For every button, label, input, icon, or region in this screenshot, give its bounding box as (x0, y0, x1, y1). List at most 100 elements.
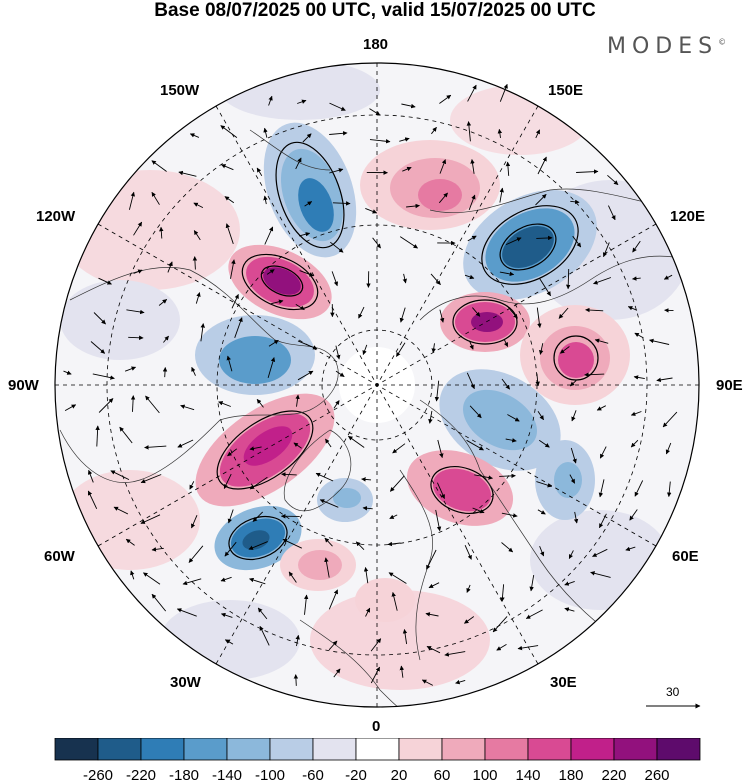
wind-vector (329, 131, 348, 136)
wind-vector (95, 425, 100, 447)
copyright-mark: © (718, 37, 727, 47)
wind-vector (536, 235, 553, 241)
wind-vector (87, 490, 98, 509)
wind-vector (324, 537, 333, 547)
wind-vector (200, 323, 205, 342)
colorbar-box (140, 738, 185, 761)
wind-vector (143, 572, 161, 585)
wind-vector (266, 269, 275, 275)
colorbar-box (484, 738, 529, 761)
anomaly-negative-100w (195, 315, 315, 395)
wind-vector (598, 513, 607, 529)
lon-label-60e: 60E (672, 548, 699, 565)
wind-vector (468, 194, 476, 211)
wind-vector (507, 414, 520, 422)
anomaly-positive-20e (355, 578, 415, 622)
wind-vector (439, 309, 445, 323)
wind-vector (130, 570, 135, 580)
wind-vector (431, 126, 437, 135)
modes-logo: MODES© (607, 34, 726, 59)
wind-vector (220, 125, 238, 138)
colorbar-tick-label: 60 (434, 767, 451, 783)
colorbar-tick-label: 220 (601, 767, 626, 783)
colorbar-box (54, 738, 99, 761)
wind-vector (133, 221, 143, 236)
lon-label-90w: 90W (8, 377, 39, 394)
wind-vector (402, 166, 412, 172)
wind-vector (426, 549, 437, 570)
wind-vector (439, 94, 452, 104)
wind-vector (455, 679, 466, 685)
wind-vector (358, 306, 365, 319)
colorbar-tick-label: -140 (212, 767, 242, 783)
wind-vector (249, 446, 262, 451)
anomaly-negative-40w (317, 478, 373, 522)
lon-label-30e: 30E (550, 674, 577, 691)
wind-vector (505, 237, 522, 246)
wind-vector (632, 276, 641, 281)
wind-vector (293, 442, 302, 449)
wind-vector (220, 164, 234, 171)
wind-vector (365, 207, 378, 214)
wind-vector (584, 372, 605, 377)
wind-vector (124, 366, 137, 372)
wind-vector (328, 589, 339, 610)
wind-vector (421, 679, 434, 686)
wind-vector (592, 548, 608, 557)
wind-vector (227, 448, 238, 457)
wind-vector (325, 438, 332, 448)
wind-vector (329, 102, 346, 111)
wind-vector (573, 511, 579, 524)
wind-vector (193, 202, 204, 209)
wind-vector (162, 367, 168, 378)
wind-vector (268, 95, 273, 106)
wind-vector (128, 335, 144, 340)
wind-vector (501, 378, 510, 390)
wind-vector (439, 159, 447, 174)
wind-vector (538, 439, 550, 448)
wind-vector (295, 634, 300, 647)
wind-vector (392, 443, 406, 454)
lon-label-120e: 120E (670, 208, 706, 225)
wind-vector (293, 674, 299, 686)
anomaly-positive-95e (520, 305, 630, 405)
wind-vector (517, 645, 539, 651)
wind-vector (426, 645, 441, 654)
wind-vector (535, 129, 541, 139)
wind-vector (263, 195, 268, 205)
wind-vector (93, 312, 106, 325)
wind-vector (570, 199, 580, 205)
lon-label-150e: 150E (548, 82, 584, 99)
wind-vector (593, 277, 612, 285)
wind-vector (607, 174, 619, 186)
wind-vector (259, 625, 270, 646)
wind-vector (369, 108, 381, 116)
wind-vector (538, 343, 544, 355)
colorbar-tick-label: -100 (255, 767, 285, 783)
wind-vector (362, 344, 368, 356)
wind-vector (438, 192, 448, 204)
wind-vector (399, 307, 406, 323)
lon-label-60w: 60W (44, 548, 75, 565)
colorbar-box (570, 738, 615, 761)
wind-vector (230, 259, 236, 279)
coastlines (59, 129, 691, 707)
wind-vector (332, 201, 351, 206)
wind-vector (430, 273, 441, 286)
wind-vector (335, 345, 341, 360)
wind-vector (564, 580, 575, 586)
wind-vector (297, 99, 307, 104)
wind-vector (315, 472, 334, 482)
wind-vector (144, 445, 167, 450)
wind-vector (389, 475, 405, 492)
wind-vector (248, 541, 268, 550)
wind-vector (596, 405, 607, 411)
wind-vector (474, 474, 493, 480)
wind-vector (525, 609, 543, 619)
colorbar-tick-label: 180 (558, 767, 583, 783)
wind-vector (492, 616, 508, 633)
lon-label-150w: 150W (160, 82, 200, 99)
wind-vector (435, 509, 442, 532)
wind-vector (224, 639, 234, 645)
wind-vector (625, 546, 636, 552)
